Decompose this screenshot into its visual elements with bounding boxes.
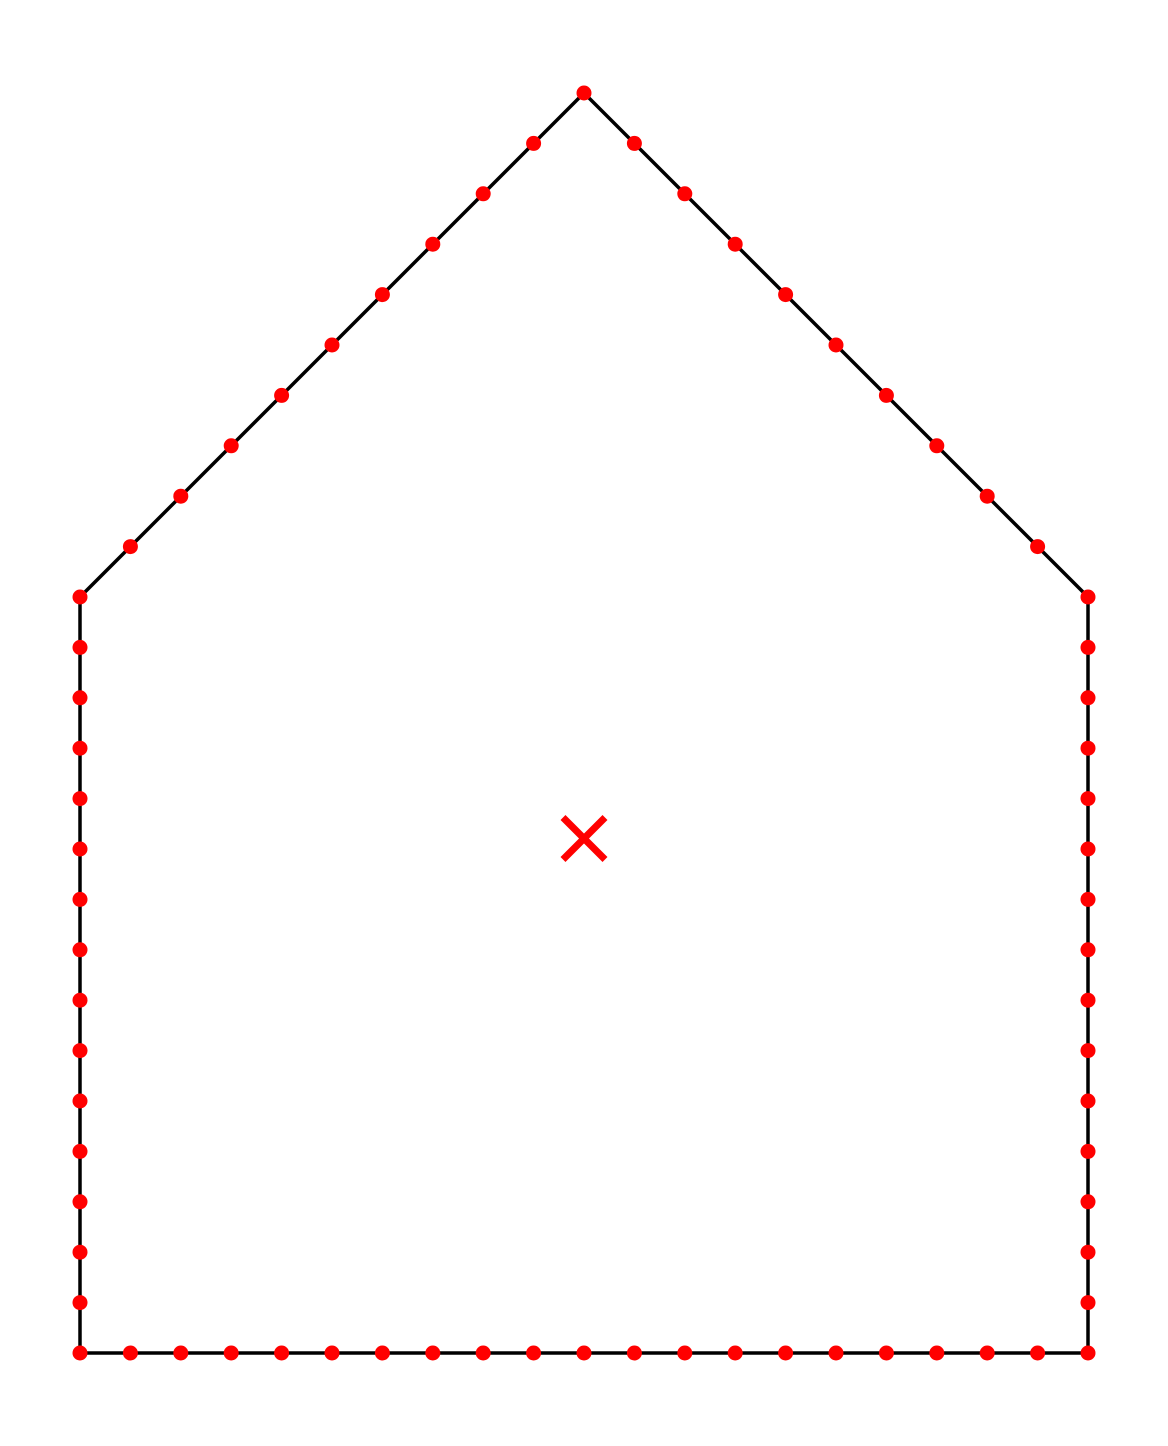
boundary-point <box>576 1345 592 1361</box>
boundary-point <box>173 1345 189 1361</box>
boundary-point <box>72 841 88 857</box>
centroid-marker <box>560 815 608 862</box>
boundary-point <box>72 1194 88 1210</box>
boundary-point <box>475 186 491 202</box>
boundary-point <box>72 690 88 706</box>
boundary-point <box>878 1345 894 1361</box>
boundary-point <box>475 1345 491 1361</box>
boundary-point <box>727 1345 743 1361</box>
boundary-point <box>72 992 88 1008</box>
boundary-point <box>324 1345 340 1361</box>
boundary-point <box>979 1345 995 1361</box>
boundary-point <box>223 1345 239 1361</box>
boundary-point <box>72 1043 88 1059</box>
boundary-point <box>72 791 88 807</box>
boundary-point <box>778 1345 794 1361</box>
boundary-point <box>1080 791 1096 807</box>
boundary-point <box>1080 1244 1096 1260</box>
boundary-point <box>72 1345 88 1361</box>
boundary-point <box>1080 690 1096 706</box>
boundary-point <box>1030 539 1046 555</box>
boundary-point <box>122 1345 138 1361</box>
boundary-point <box>425 1345 441 1361</box>
boundary-point <box>1080 1295 1096 1311</box>
boundary-points <box>72 85 1096 1361</box>
boundary-point <box>72 1244 88 1260</box>
boundary-point <box>878 387 894 403</box>
boundary-point <box>1080 1143 1096 1159</box>
boundary-point <box>677 1345 693 1361</box>
boundary-point <box>1080 1093 1096 1109</box>
boundary-point <box>526 1345 542 1361</box>
boundary-point <box>828 1345 844 1361</box>
boundary-point <box>1080 891 1096 907</box>
boundary-point <box>425 236 441 252</box>
boundary-point <box>828 337 844 353</box>
boundary-point <box>1080 589 1096 605</box>
boundary-point <box>72 942 88 958</box>
boundary-point <box>274 387 290 403</box>
boundary-point <box>1080 1345 1096 1361</box>
boundary-point <box>1080 992 1096 1008</box>
boundary-point <box>1080 1194 1096 1210</box>
centroid-cross-stroke <box>560 815 608 862</box>
boundary-point <box>72 1295 88 1311</box>
boundary-point <box>72 740 88 756</box>
boundary-point <box>72 639 88 655</box>
boundary-point <box>1080 1043 1096 1059</box>
boundary-point <box>526 135 542 151</box>
boundary-point <box>929 1345 945 1361</box>
boundary-point <box>778 287 794 303</box>
boundary-point <box>677 186 693 202</box>
boundary-point <box>374 287 390 303</box>
boundary-point <box>1080 942 1096 958</box>
boundary-point <box>1080 740 1096 756</box>
boundary-point <box>274 1345 290 1361</box>
boundary-point <box>626 135 642 151</box>
boundary-point <box>72 1093 88 1109</box>
boundary-point <box>72 589 88 605</box>
house-outline <box>78 90 1090 1355</box>
boundary-point <box>1080 639 1096 655</box>
boundary-point <box>576 85 592 101</box>
boundary-point <box>727 236 743 252</box>
boundary-point <box>122 539 138 555</box>
boundary-point <box>1080 841 1096 857</box>
boundary-point <box>173 488 189 504</box>
boundary-point <box>626 1345 642 1361</box>
boundary-point <box>223 438 239 454</box>
boundary-point <box>374 1345 390 1361</box>
boundary-point <box>1030 1345 1046 1361</box>
boundary-point <box>929 438 945 454</box>
boundary-point <box>72 1143 88 1159</box>
boundary-point <box>324 337 340 353</box>
boundary-point <box>72 891 88 907</box>
boundary-point <box>979 488 995 504</box>
